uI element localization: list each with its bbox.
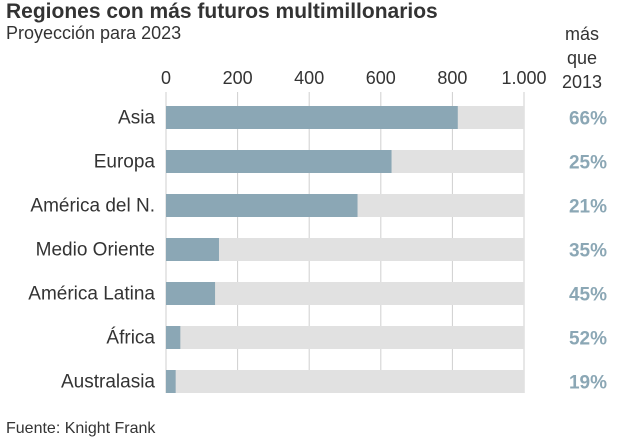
source-note: Fuente: Knight Frank — [6, 420, 156, 437]
pct-label: 35% — [569, 241, 607, 262]
x-tick-label: 1.000 — [501, 68, 546, 88]
bar — [166, 282, 216, 305]
pct-label: 25% — [569, 153, 607, 174]
bar — [166, 150, 392, 173]
pct-label: 45% — [569, 285, 607, 306]
chart-title: Regiones con más futuros multimillonario… — [6, 0, 438, 23]
category-label: América del N. — [30, 196, 155, 217]
bar-track — [166, 238, 524, 261]
pct-label: 52% — [569, 329, 607, 350]
category-label: África — [106, 328, 155, 349]
pct-header-line-1: más — [564, 24, 599, 44]
category-label: América Latina — [28, 284, 155, 305]
bar — [166, 106, 458, 129]
category-label: Australasia — [61, 372, 155, 393]
category-label: Asia — [118, 108, 155, 129]
bar-track — [166, 370, 524, 393]
x-tick-label: 200 — [223, 68, 253, 88]
bar — [166, 370, 176, 393]
pct-header-line-2: que — [566, 48, 598, 68]
pct-label: 21% — [569, 197, 607, 218]
bar — [166, 238, 219, 261]
x-tick-label: 0 — [161, 68, 171, 88]
pct-column-header: más que 2013 — [552, 22, 612, 94]
bar — [166, 194, 358, 217]
pct-header-line-3: 2013 — [561, 72, 603, 92]
category-label: Medio Oriente — [36, 240, 155, 261]
x-tick-label: 400 — [294, 68, 324, 88]
pct-label: 66% — [569, 109, 607, 130]
x-tick-label: 600 — [366, 68, 396, 88]
bar — [166, 326, 181, 349]
bar-track — [166, 326, 524, 349]
bar-track — [166, 282, 524, 305]
category-label: Europa — [94, 152, 156, 173]
x-tick-label: 800 — [437, 68, 467, 88]
chart-subtitle: Proyección para 2023 — [6, 23, 182, 43]
pct-label: 19% — [569, 373, 607, 394]
